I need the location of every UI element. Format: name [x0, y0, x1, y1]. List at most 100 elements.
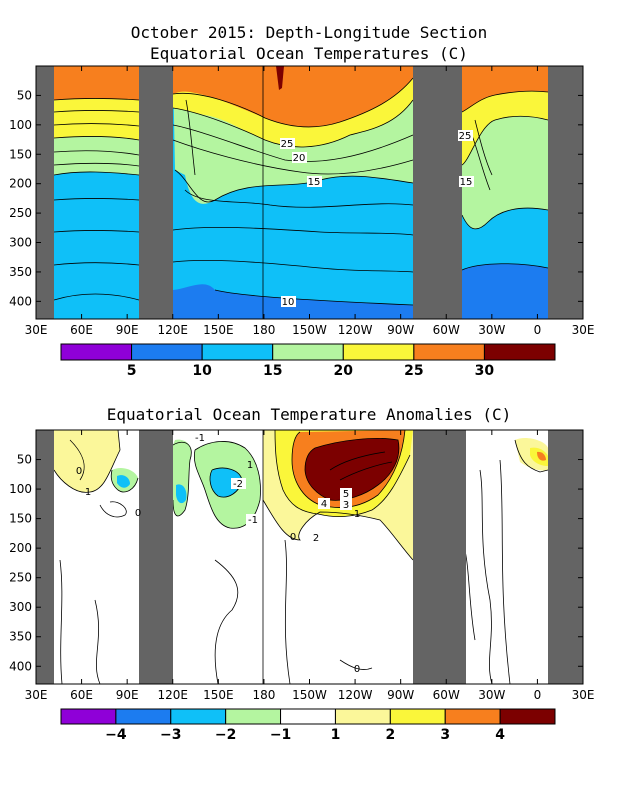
temp-contour-labels: 25 20 15 10 25 15: [280, 130, 474, 308]
bottom-colorbar-label: −3: [160, 727, 181, 743]
bottom-colorbar-swatch: [334, 708, 391, 725]
anom-contour-label: 0: [135, 508, 141, 519]
bottom-colorbar-swatch: [499, 708, 556, 725]
temp-hot-spot: [276, 66, 284, 90]
bottom-colorbar-label: 1: [331, 727, 341, 743]
bottom-y-tick-label: 350: [9, 630, 32, 644]
bottom-x-tick-label: 150W: [292, 688, 327, 702]
temp-land-mask-indonesia: [139, 66, 173, 319]
bottom-colorbar-label: −2: [215, 727, 236, 743]
anom-label-box: [231, 478, 246, 489]
bottom-x-tick-label: 150E: [203, 688, 234, 702]
anom-contour-label: 2: [313, 533, 319, 544]
bottom-x-tick-label: 120W: [338, 688, 373, 702]
top-x-tick-label: 120E: [158, 323, 189, 337]
temp-label-box: [280, 138, 295, 149]
anom-cyan-west: [176, 484, 187, 504]
anom-contour-label: 0: [290, 532, 296, 543]
anom-cyan-indian: [117, 475, 130, 488]
bottom-x-tick-label: 90E: [116, 688, 139, 702]
bottom-colorbar-label: 2: [385, 727, 395, 743]
bottom-chart-title: Equatorial Ocean Temperature Anomalies (…: [107, 405, 512, 424]
bottom-y-tick-label: 50: [17, 453, 32, 467]
anom-land-mask-africa-east: [548, 430, 583, 684]
top-x-tick-label: 60W: [433, 323, 460, 337]
temp-contour-label: 25: [281, 139, 294, 150]
anom-contour-labels: 0 1 0 -1 -2 -1 1 0 2 5 4 3 1 0: [76, 432, 360, 675]
bottom-colorbar-swatch: [444, 708, 501, 725]
top-colorbar-label: 20: [334, 363, 354, 379]
bottom-colorbar-swatch: [170, 708, 227, 725]
temp-contour-label: 25: [459, 131, 472, 142]
anom-contour-label: 5: [343, 489, 349, 500]
anom-light-yellow-west: [54, 430, 120, 493]
bottom-x-tick-label: 30E: [572, 688, 595, 702]
bottom-axes: 30E 60E 90E 120E 150E 180 150W 120W 90W 60W 30W 0 30…: [9, 430, 594, 702]
top-colorbar-swatch: [272, 343, 344, 361]
anom-label-box: [340, 499, 352, 510]
top-axes: 30E 60E 90E 120E 150E 180 150W 120W 90W 60W 30W 0 30…: [9, 66, 594, 337]
anom-contour-label: -1: [195, 433, 205, 444]
top-y-tick-label: 300: [9, 236, 32, 250]
bottom-colorbar-label: 4: [495, 727, 505, 743]
top-colorbar-swatch: [483, 343, 556, 361]
top-y-tick-label: 50: [17, 88, 32, 102]
top-chart-title: October 2015: Depth-Longitude Section: [131, 23, 487, 42]
top-x-tick-label: 30W: [478, 323, 505, 337]
temp-contours: [53, 77, 549, 306]
anom-contour-label: 0: [76, 466, 82, 477]
bottom-x-tick-label: 60E: [70, 688, 93, 702]
temp-land-mask-africa: [36, 66, 54, 319]
temp-warm-pool-east: [462, 66, 548, 112]
bottom-colorbar-label: 3: [440, 727, 450, 743]
bottom-x-tick-label: 30E: [25, 688, 48, 702]
bottom-x-tick-label: 90W: [387, 688, 414, 702]
temp-contour-label: 10: [282, 297, 295, 308]
top-colorbar-swatch: [60, 343, 133, 361]
top-x-tick-label: 90E: [116, 323, 139, 337]
anom-land-mask-africa: [36, 430, 54, 684]
anom-contour-label: 1: [354, 509, 360, 520]
bottom-y-tick-label: 300: [9, 600, 32, 614]
bottom-y-tick-label: 250: [9, 571, 32, 585]
temp-warm-pool-west: [54, 66, 139, 100]
bottom-x-tick-label: 180: [252, 688, 275, 702]
temp-land-mask-americas: [413, 66, 462, 319]
bottom-colorbar-swatch: [115, 708, 172, 725]
bottom-y-tick-label: 200: [9, 541, 32, 555]
temp-contour-label: 15: [460, 177, 473, 188]
top-x-tick-label: 60E: [70, 323, 93, 337]
anom-contour-label: 1: [247, 460, 253, 471]
bottom-y-tick-label: 100: [9, 482, 32, 496]
bottom-colorbar-swatch: [60, 708, 117, 725]
temp-deep-band-east: [462, 263, 548, 319]
anom-contour-label: 3: [343, 500, 349, 511]
top-colorbar-swatch: [413, 343, 485, 361]
anom-contour-label: 0: [354, 664, 360, 675]
top-y-tick-label: 200: [9, 177, 32, 191]
top-colorbar: 5 10 15 20 25 30: [60, 343, 556, 379]
anom-label-box: [340, 488, 352, 499]
anom-contour-label: -1: [248, 515, 258, 526]
anom-label-box: [194, 432, 207, 443]
temp-contour-label: 15: [308, 177, 321, 188]
anom-contour-label: 1: [85, 487, 91, 498]
temp-contour-label: 20: [293, 153, 306, 164]
top-colorbar-label: 25: [404, 363, 423, 379]
top-x-tick-label: 30E: [25, 323, 48, 337]
temp-label-box: [459, 176, 474, 187]
anom-land-mask-americas: [413, 430, 466, 684]
temp-label-box: [281, 296, 296, 307]
anom-contour-label: 4: [321, 499, 327, 510]
top-x-tick-label: 180: [252, 323, 275, 337]
bottom-colorbar-label: −1: [270, 727, 291, 743]
top-colorbar-swatch: [131, 343, 203, 361]
bottom-colorbar-swatch: [280, 708, 336, 725]
top-x-tick-label: 0: [534, 323, 542, 337]
top-colorbar-swatch: [342, 343, 415, 361]
bottom-colorbar-swatch: [225, 708, 282, 725]
bottom-colorbar: −4 −3 −2 −1 1 2 3 4: [60, 708, 556, 743]
anom-contour-label: -2: [233, 479, 243, 490]
anom-label-box: [318, 498, 330, 509]
